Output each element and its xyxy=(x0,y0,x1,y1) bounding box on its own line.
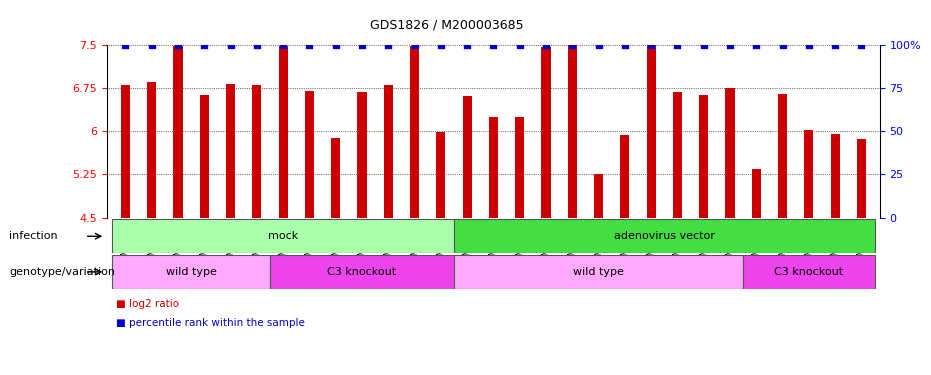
Point xyxy=(486,42,501,48)
Point xyxy=(696,42,711,48)
Text: adenovirus vector: adenovirus vector xyxy=(614,231,715,241)
Bar xyxy=(113,255,270,289)
Point xyxy=(460,42,475,48)
Point xyxy=(591,42,606,48)
Bar xyxy=(270,255,454,289)
Text: C3 knockout: C3 knockout xyxy=(328,267,397,277)
Point xyxy=(854,42,869,48)
Point xyxy=(355,42,370,48)
Bar xyxy=(751,169,761,217)
Bar xyxy=(454,255,743,289)
Bar xyxy=(252,85,262,218)
Bar xyxy=(304,91,314,218)
Point xyxy=(828,42,843,48)
Bar xyxy=(594,174,603,217)
Bar xyxy=(437,132,445,218)
Bar xyxy=(410,46,419,217)
Text: mock: mock xyxy=(268,231,298,241)
Bar xyxy=(226,84,236,218)
Bar xyxy=(620,135,629,218)
Text: genotype/variation: genotype/variation xyxy=(9,267,115,277)
Point xyxy=(170,42,185,48)
Bar xyxy=(743,255,874,289)
Bar xyxy=(778,94,787,218)
Text: wild type: wild type xyxy=(573,267,624,277)
Point xyxy=(617,42,632,48)
Bar xyxy=(113,219,454,253)
Text: wild type: wild type xyxy=(166,267,217,277)
Point xyxy=(250,42,264,48)
Point xyxy=(802,42,816,48)
Bar xyxy=(331,138,341,218)
Point xyxy=(144,42,159,48)
Bar xyxy=(454,219,874,253)
Bar xyxy=(542,47,550,217)
Point xyxy=(538,42,553,48)
Point xyxy=(118,42,133,48)
Bar xyxy=(568,45,577,218)
Text: C3 knockout: C3 knockout xyxy=(775,267,843,277)
Point xyxy=(381,42,396,48)
Text: ■ log2 ratio: ■ log2 ratio xyxy=(116,299,180,309)
Point xyxy=(302,42,317,48)
Point xyxy=(223,42,238,48)
Bar xyxy=(857,139,866,218)
Bar xyxy=(646,45,655,218)
Point xyxy=(329,42,344,48)
Bar xyxy=(173,46,182,217)
Point xyxy=(276,42,290,48)
Point xyxy=(565,42,580,48)
Bar xyxy=(121,85,130,218)
Bar xyxy=(804,129,814,218)
Point xyxy=(722,42,737,48)
Point xyxy=(512,42,527,48)
Point xyxy=(776,42,790,48)
Point xyxy=(196,42,211,48)
Text: GDS1826 / M200003685: GDS1826 / M200003685 xyxy=(370,19,524,32)
Bar xyxy=(830,134,840,218)
Bar xyxy=(200,95,209,218)
Bar xyxy=(489,117,498,218)
Point xyxy=(434,42,449,48)
Bar xyxy=(699,95,708,218)
Bar xyxy=(725,88,735,218)
Bar xyxy=(463,96,472,218)
Point xyxy=(749,42,763,48)
Bar xyxy=(358,92,367,218)
Bar xyxy=(278,46,288,217)
Text: infection: infection xyxy=(9,231,58,241)
Text: ■ percentile rank within the sample: ■ percentile rank within the sample xyxy=(116,318,305,327)
Point xyxy=(407,42,422,48)
Bar xyxy=(384,85,393,218)
Point xyxy=(643,42,658,48)
Point xyxy=(670,42,685,48)
Bar xyxy=(515,117,524,218)
Bar xyxy=(147,82,156,218)
Bar xyxy=(673,92,682,218)
